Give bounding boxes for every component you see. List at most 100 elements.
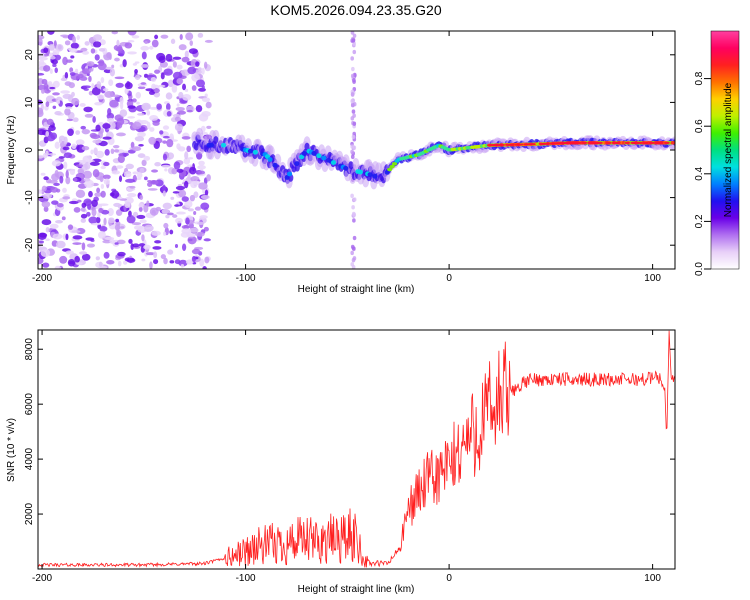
- spectral-blob: [351, 66, 355, 72]
- spectral-blob: [193, 191, 199, 198]
- spectral-blob: [670, 141, 675, 145]
- colorbar-label: Normalized spectral amplitude: [723, 82, 734, 217]
- spectral-blob: [367, 172, 373, 178]
- spectral-blob: [171, 84, 178, 93]
- spectral-blob: [352, 212, 357, 218]
- spectral-blob: [138, 243, 146, 247]
- spectral-blob: [161, 208, 170, 214]
- spectral-blob: [149, 127, 155, 132]
- spectral-blob: [636, 141, 643, 145]
- spectral-blob: [188, 48, 198, 54]
- spectral-blob: [387, 167, 393, 172]
- snr-y-tick-label: 4000: [24, 448, 35, 471]
- colorbar-tick-label: 0.6: [694, 119, 705, 133]
- spectral-blob: [92, 139, 102, 144]
- spectral-blob: [79, 103, 86, 107]
- spectral-blob: [43, 206, 49, 213]
- spectral-blob: [102, 88, 109, 92]
- colorbar: 0.0 0.2 0.4 0.6 0.8 Normalized spectral ampl…: [694, 30, 740, 276]
- spectral-blob: [90, 222, 101, 226]
- spectral-blob: [169, 229, 174, 235]
- spectral-blob: [350, 56, 354, 61]
- spectral-blob: [52, 80, 60, 88]
- spectral-blob: [102, 123, 111, 130]
- spectral-blob: [184, 151, 189, 160]
- spectral-blob: [143, 244, 151, 250]
- spectral-blob: [81, 128, 91, 135]
- spectral-blob: [162, 153, 168, 161]
- spectral-blob: [162, 135, 170, 139]
- spectral-blob: [116, 229, 122, 238]
- spectral-blob: [64, 40, 71, 46]
- spectral-blob: [81, 68, 91, 75]
- spectral-blob: [197, 170, 206, 175]
- spectral-blob: [132, 98, 137, 103]
- spectral-blob: [127, 51, 137, 55]
- spectral-blob: [343, 165, 349, 171]
- colorbar-tick-label: 0.4: [694, 166, 705, 180]
- spectral-blob: [178, 259, 188, 267]
- spectral-blob: [176, 168, 184, 173]
- spectral-blob: [350, 102, 355, 108]
- spectral-blob: [92, 169, 100, 178]
- spectral-blob: [160, 34, 169, 39]
- spectral-blob: [116, 239, 126, 245]
- spectral-blob: [357, 169, 363, 175]
- spectral-blob: [97, 211, 101, 218]
- spectral-blob: [299, 154, 305, 160]
- spectral-blob: [140, 64, 150, 68]
- spectral-blob: [68, 200, 79, 205]
- spectral-blob: [117, 155, 125, 163]
- spectrogram-x-tick-label: 100: [644, 273, 661, 284]
- spectral-blob: [43, 193, 53, 199]
- spectral-blob: [91, 83, 95, 89]
- spectral-blob: [75, 189, 86, 198]
- spectral-blob: [187, 172, 191, 181]
- spectral-blob: [110, 190, 120, 199]
- colorbar-tick-label: 0.0: [694, 262, 705, 276]
- spectral-blob: [52, 233, 63, 240]
- spectral-blob: [49, 223, 59, 229]
- spectral-blob: [321, 155, 327, 161]
- spectral-blob: [60, 90, 71, 94]
- spectral-blob: [247, 148, 254, 154]
- spectral-blob: [183, 157, 191, 165]
- spectral-blob: [106, 52, 112, 59]
- spectral-blob: [92, 34, 103, 41]
- spectral-blob: [189, 166, 197, 175]
- spectral-blob: [160, 72, 165, 80]
- spectral-blob: [79, 76, 88, 81]
- spectral-blob: [147, 188, 158, 191]
- spectral-blob: [267, 157, 273, 162]
- spectral-blob: [114, 242, 119, 245]
- spectral-blob: [642, 141, 649, 145]
- spectral-blob: [172, 113, 182, 118]
- spectral-blob: [350, 92, 355, 97]
- spectral-blob: [202, 266, 207, 269]
- spectral-blob: [123, 150, 129, 154]
- spectral-blob: [163, 231, 167, 236]
- spectral-blob: [62, 146, 70, 151]
- spectral-blob: [165, 103, 171, 111]
- spectral-blob: [83, 178, 91, 182]
- spectral-blob: [162, 140, 168, 144]
- spectral-blob: [40, 172, 46, 176]
- spectral-blob: [166, 212, 174, 216]
- spectral-blob: [135, 91, 142, 99]
- spectral-blob: [106, 112, 115, 120]
- spectral-blob: [350, 154, 355, 160]
- spectral-blob: [82, 50, 89, 55]
- spectral-blob: [66, 118, 74, 122]
- spectral-blob: [124, 42, 133, 49]
- spectral-blob: [140, 82, 147, 85]
- spectral-blob: [178, 44, 187, 51]
- spectral-blob: [126, 257, 136, 263]
- spectral-blob: [54, 67, 58, 74]
- spectral-blob: [41, 219, 52, 226]
- spectral-blob: [151, 39, 159, 48]
- spectral-blob: [53, 182, 60, 186]
- spectrogram-y-tick-label: 10: [24, 96, 35, 108]
- spectral-blob: [90, 149, 94, 155]
- spectral-blob: [149, 115, 159, 121]
- spectral-blob: [99, 225, 108, 232]
